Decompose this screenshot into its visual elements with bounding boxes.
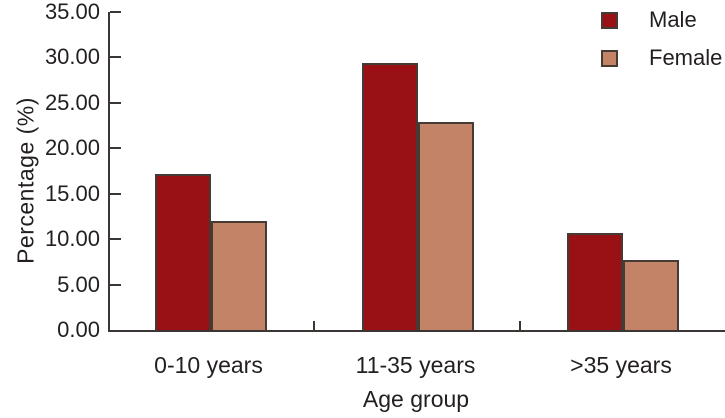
y-tick-mark-25 [110, 101, 121, 104]
y-tick-mark-20 [110, 147, 121, 150]
y-tick-label-30: 30.00 [44, 44, 100, 70]
bar-male--35-years [567, 233, 623, 330]
x-tick-mark-2 [519, 321, 522, 330]
y-tick-label-10: 10.00 [44, 226, 100, 252]
legend-swatch-icon-female [601, 49, 618, 67]
y-tick-mark-30 [110, 56, 121, 59]
plot-area [108, 11, 725, 332]
y-tick-label-20: 20.00 [44, 135, 100, 161]
bar-female--35-years [623, 260, 679, 330]
x-axis-title: Age group [362, 386, 470, 412]
y-tick-label-35: 35.00 [44, 0, 100, 24]
legend-swatch-icon-male [601, 11, 618, 29]
bar-male-11-35-years [361, 63, 418, 330]
legend-row-male: Male [601, 7, 722, 33]
y-tick-label-25: 25.00 [44, 89, 100, 115]
x-tick-mark-1 [313, 321, 315, 330]
legend-row-female: Female [601, 45, 722, 71]
y-tick-label-0: 0.00 [57, 317, 100, 342]
legend-label-female: Female [649, 45, 723, 70]
x-category-label-1: 0-10 years [154, 352, 263, 378]
bar-female-0-10-years [210, 221, 267, 330]
legend: Male Female [601, 7, 722, 71]
x-category-label-3: >35 years [570, 352, 672, 378]
x-category-label-2: 11-35 years [355, 352, 476, 378]
bar-male-0-10-years [154, 174, 211, 330]
y-tick-mark-15 [110, 192, 121, 195]
bar-female-11-35-years [417, 122, 474, 330]
y-tick-mark-35 [110, 11, 121, 13]
y-tick-label-5: 5.00 [57, 271, 100, 297]
legend-label-male: Male [649, 7, 697, 32]
y-tick-mark-10 [110, 238, 121, 241]
y-tick-mark-5 [110, 283, 121, 286]
y-tick-label-15: 15.00 [44, 180, 100, 206]
